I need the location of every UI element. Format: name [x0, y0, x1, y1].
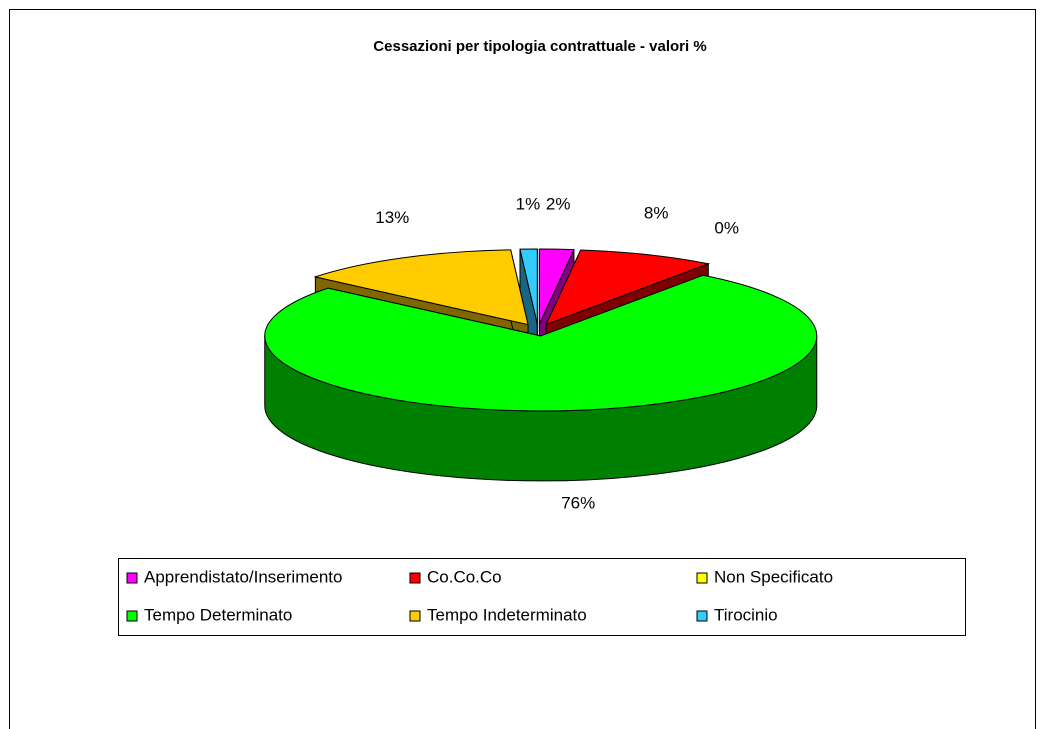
legend-swatch: [696, 610, 708, 622]
chart-title: Cessazioni per tipologia contrattuale - …: [373, 38, 706, 55]
data-label: 0%: [714, 218, 739, 237]
slice-top: [538, 248, 575, 325]
legend-label: Tempo Indeterminato: [427, 605, 587, 624]
slice-top: [313, 249, 529, 326]
data-label: 8%: [644, 203, 669, 222]
data-label: 13%: [375, 208, 409, 227]
slice-top: [545, 249, 711, 326]
legend-label: Apprendistato/Inserimento: [144, 567, 342, 586]
legend-label: Non Specificato: [714, 567, 833, 586]
pie-slice: [264, 274, 818, 482]
legend-label: Co.Co.Co: [427, 567, 502, 586]
legend-label: Tirocinio: [714, 605, 778, 624]
legend-swatch: [696, 572, 708, 584]
legend-swatch: [409, 572, 421, 584]
slice-top: [519, 248, 538, 325]
legend-swatch: [126, 610, 138, 622]
legend-swatch: [409, 610, 421, 622]
data-label: 76%: [561, 494, 595, 513]
legend-swatch: [126, 572, 138, 584]
slice-top: [264, 274, 818, 412]
data-label: 1%: [516, 195, 541, 214]
legend-label: Tempo Determinato: [144, 605, 292, 624]
legend-box: [118, 558, 966, 636]
data-label: 2%: [546, 195, 571, 214]
